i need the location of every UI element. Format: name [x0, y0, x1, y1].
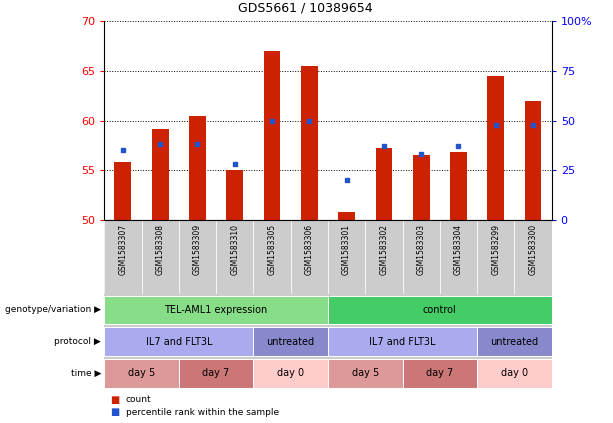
Text: day 7: day 7 [202, 368, 230, 378]
Bar [104, 220, 142, 294]
Text: untreated: untreated [267, 337, 314, 346]
Text: percentile rank within the sample: percentile rank within the sample [126, 408, 279, 417]
Text: GSM1583305: GSM1583305 [267, 224, 276, 275]
Text: GSM1583302: GSM1583302 [379, 224, 389, 275]
Bar [301, 66, 318, 220]
Bar [216, 220, 253, 294]
Bar [104, 296, 328, 324]
Bar [477, 359, 552, 387]
Text: GSM1583309: GSM1583309 [193, 224, 202, 275]
Text: protocol ▶: protocol ▶ [55, 337, 101, 346]
Bar [226, 170, 243, 220]
Text: day 7: day 7 [426, 368, 454, 378]
Text: ■: ■ [110, 407, 120, 418]
Text: day 0: day 0 [501, 368, 528, 378]
Bar [338, 212, 355, 220]
Bar [328, 220, 365, 294]
Text: IL7 and FLT3L: IL7 and FLT3L [145, 337, 212, 346]
Bar [514, 220, 552, 294]
Bar [115, 162, 131, 220]
Bar [104, 359, 179, 387]
Text: GSM1583299: GSM1583299 [491, 224, 500, 275]
Bar [291, 220, 328, 294]
Bar [328, 327, 477, 356]
Text: day 5: day 5 [352, 368, 379, 378]
Text: GDS5661 / 10389654: GDS5661 / 10389654 [238, 2, 373, 15]
Text: TEL-AML1 expression: TEL-AML1 expression [164, 305, 268, 315]
Bar [179, 359, 253, 387]
Bar [189, 115, 206, 220]
Text: ■: ■ [110, 395, 120, 405]
Bar [328, 296, 552, 324]
Bar [365, 220, 403, 294]
Text: GSM1583303: GSM1583303 [417, 224, 425, 275]
Bar [253, 220, 291, 294]
Bar [253, 359, 328, 387]
Bar [376, 148, 392, 220]
Bar [152, 129, 169, 220]
Bar [413, 155, 430, 220]
Text: day 0: day 0 [277, 368, 304, 378]
Bar [450, 152, 467, 220]
Bar [440, 220, 477, 294]
Bar [403, 359, 477, 387]
Text: untreated: untreated [490, 337, 538, 346]
Bar [142, 220, 179, 294]
Text: GSM1583300: GSM1583300 [528, 224, 538, 275]
Text: GSM1583306: GSM1583306 [305, 224, 314, 275]
Bar [477, 327, 552, 356]
Text: GSM1583310: GSM1583310 [230, 224, 239, 275]
Bar [104, 327, 253, 356]
Bar [525, 101, 541, 220]
Text: count: count [126, 395, 151, 404]
Bar [253, 327, 328, 356]
Bar [403, 220, 440, 294]
Text: IL7 and FLT3L: IL7 and FLT3L [369, 337, 436, 346]
Text: GSM1583304: GSM1583304 [454, 224, 463, 275]
Text: GSM1583307: GSM1583307 [118, 224, 128, 275]
Text: time ▶: time ▶ [70, 369, 101, 378]
Bar [328, 359, 403, 387]
Bar [264, 51, 280, 220]
Bar [487, 76, 504, 220]
Text: genotype/variation ▶: genotype/variation ▶ [5, 305, 101, 314]
Bar [179, 220, 216, 294]
Text: GSM1583308: GSM1583308 [156, 224, 165, 275]
Bar [477, 220, 514, 294]
Text: control: control [423, 305, 457, 315]
Text: day 5: day 5 [128, 368, 155, 378]
Text: GSM1583301: GSM1583301 [342, 224, 351, 275]
